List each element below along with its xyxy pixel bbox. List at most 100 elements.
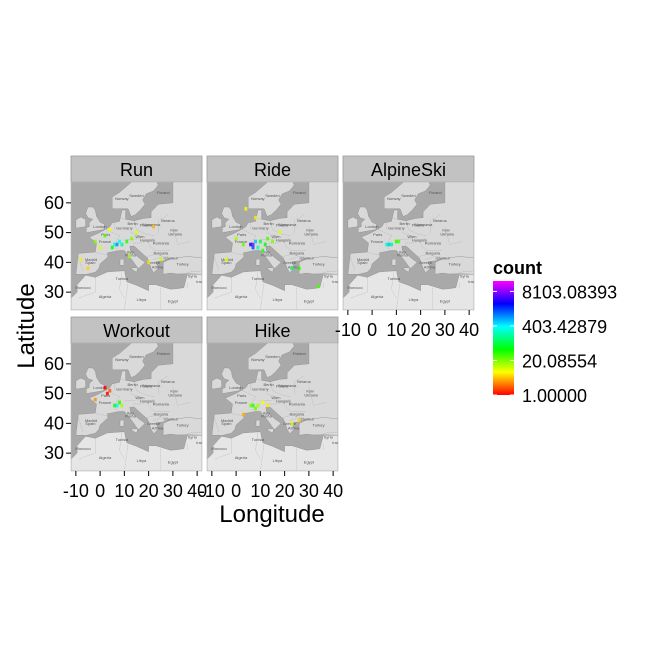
map-place-label: Wien [271, 234, 280, 239]
facet-panels: Run London Paris Madrid Roma Berlin Wien Warsza… [70, 155, 475, 472]
country-border [391, 271, 397, 299]
map-place-label: Norway [115, 357, 129, 362]
country-border [172, 387, 190, 406]
country-border [119, 271, 125, 299]
heat-tile [249, 242, 253, 247]
heat-tile [135, 230, 138, 235]
country-border [124, 444, 129, 471]
country-border [284, 244, 306, 251]
map-place-label: London [229, 224, 242, 229]
x-tick-label: 0 [367, 320, 377, 340]
country-border [114, 235, 120, 251]
country-border [114, 396, 120, 412]
country-border [283, 415, 290, 418]
map-place-label: Italy [127, 410, 134, 415]
map-place-label: Syria [188, 434, 198, 439]
africa-landmass [71, 270, 202, 310]
scandinavia-landmass [248, 343, 295, 378]
country-border [78, 417, 84, 433]
country-border [308, 387, 326, 406]
y-tick-label: 40 [44, 413, 64, 433]
y-tick-label: 50 [44, 384, 64, 404]
map-place-label: Algeria [235, 294, 248, 299]
map-place-label: Hungary [140, 238, 155, 243]
map-place-label: Finland [293, 351, 306, 356]
turkey-landmass [299, 417, 338, 436]
country-border [323, 432, 338, 434]
heat-tile [108, 227, 112, 232]
map-place-label: Morocco [75, 446, 91, 451]
x-axis-title: Longitude [219, 501, 324, 528]
turkey-landmass [299, 256, 338, 275]
country-border [242, 390, 256, 397]
map-place-label: Iraq [196, 279, 203, 284]
facet-panel-run: RunLondonParisMadridRomaBerlinWienWarsza… [70, 155, 203, 311]
country-border [255, 379, 271, 382]
map-place-label: Athina [424, 264, 436, 269]
heat-tile [241, 242, 245, 247]
legend-label: 403.42879 [522, 317, 607, 337]
heat-tile [234, 236, 238, 241]
country-border [283, 254, 290, 257]
y-tick-label: 60 [44, 354, 64, 374]
map-place-label: Warszawa [278, 222, 297, 227]
ireland-landmass [347, 216, 358, 229]
map-place-label: Tunisia [116, 437, 130, 442]
ireland-landmass [211, 216, 222, 229]
heat-tile [225, 257, 228, 262]
heat-tiles [241, 400, 301, 426]
map-place-label: Finland [157, 190, 170, 195]
map-place-label: Wien [135, 395, 144, 400]
sardinia-landmass [119, 258, 125, 266]
map-place-label: Sweden [265, 193, 279, 198]
britain-landmass [357, 206, 377, 233]
map-place-label: Roma [261, 414, 272, 419]
sardinia-landmass [119, 419, 125, 427]
map-place-label: Germany [252, 226, 268, 231]
heat-tile [86, 266, 90, 271]
map-place-label: Sweden [129, 354, 143, 359]
map-place-label: Germany [252, 387, 268, 392]
map-place-label: Iraq [196, 440, 203, 445]
heat-tile [290, 421, 294, 426]
heat-tile [387, 242, 391, 247]
map-place-label: Finland [293, 190, 306, 195]
map-place-label: Tunisia [116, 276, 130, 281]
country-border [119, 218, 135, 221]
country-border [148, 244, 170, 251]
y-tick-label: 50 [44, 223, 64, 243]
country-border [289, 417, 305, 421]
country-border [187, 271, 202, 273]
map-place-label: Romania [289, 402, 306, 407]
heat-tile [159, 257, 163, 262]
map-place-label: Paris [373, 232, 382, 237]
x-tick-label: 10 [386, 320, 406, 340]
heat-tile [120, 242, 124, 247]
map-place-label: Norway [387, 196, 401, 201]
x-tick-label: 0 [95, 481, 105, 501]
heat-tile [244, 207, 248, 211]
heat-tile [130, 236, 134, 241]
country-border [214, 417, 220, 433]
map-place-label: Egypt [168, 299, 179, 304]
map-place-label: Berlin [263, 382, 273, 387]
heat-tiles [79, 224, 163, 271]
turkey-landmass [435, 256, 474, 275]
map-place-label: Turkey [177, 422, 189, 427]
africa-landmass [207, 431, 338, 471]
map-place-label: Berlin [399, 221, 409, 226]
country-border [255, 432, 261, 460]
map-place-label: Libya [137, 297, 147, 302]
country-border [147, 254, 154, 257]
x-tick-label: 30 [299, 481, 319, 501]
map-place-label: Norway [251, 196, 265, 201]
map-place-label: Bulgaria [153, 411, 168, 416]
country-border [124, 283, 129, 310]
map-place-label: Berlin [127, 382, 137, 387]
x-tick-label: -10 [199, 481, 225, 501]
heat-tile [108, 388, 112, 393]
map-place-label: Greece [147, 260, 161, 265]
map-place-label: Egypt [168, 460, 179, 465]
map-place-label: Roma [397, 253, 408, 258]
facet-panel-ride: RideLondonParisMadridRomaBerlinWienWarsz… [206, 155, 339, 311]
